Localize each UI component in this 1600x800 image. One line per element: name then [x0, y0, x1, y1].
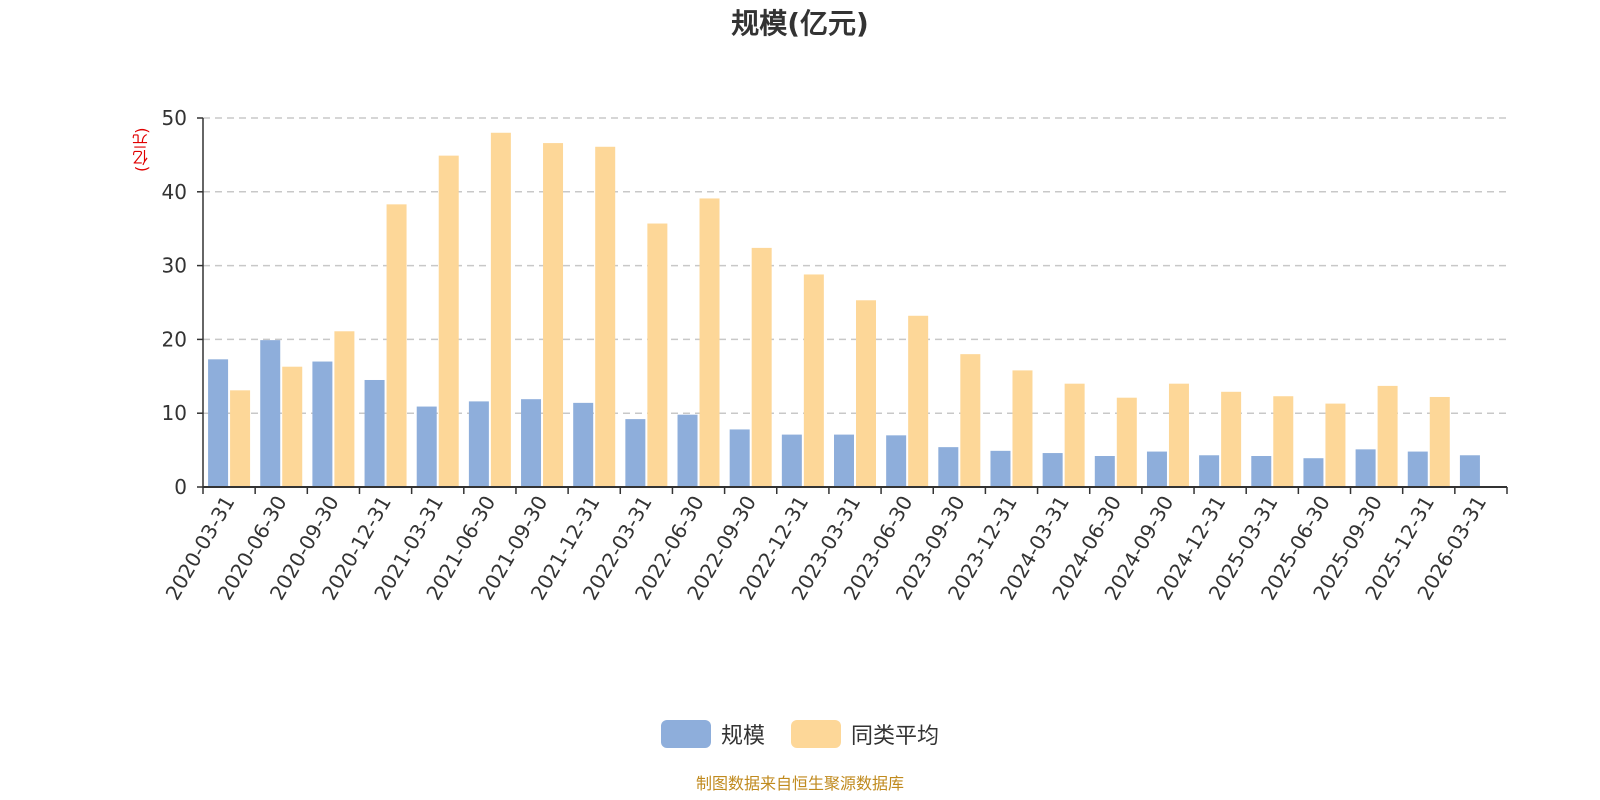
bar-scale[interactable] — [208, 359, 229, 487]
bar-peer-average[interactable] — [751, 247, 772, 487]
bar-scale[interactable] — [521, 399, 542, 487]
bar-scale[interactable] — [573, 402, 594, 487]
bar-scale[interactable] — [1146, 451, 1167, 487]
axes — [197, 117, 1508, 494]
bar-peer-average[interactable] — [543, 143, 564, 488]
bar-scale[interactable] — [729, 429, 750, 487]
bar-peer-average[interactable] — [595, 146, 616, 488]
y-tick-label: 40 — [162, 180, 187, 204]
bar-peer-average[interactable] — [438, 155, 459, 487]
y-tick-label: 10 — [162, 401, 187, 425]
bar-peer-average[interactable] — [647, 223, 668, 487]
bar-scale[interactable] — [1459, 455, 1480, 487]
legend: 规模 同类平均 — [0, 718, 1600, 750]
bar-peer-average[interactable] — [803, 274, 824, 487]
legend-label-peer-average: 同类平均 — [851, 724, 940, 749]
bar-scale[interactable] — [1355, 449, 1376, 487]
bars — [208, 132, 1480, 488]
y-tick-label: 20 — [162, 327, 187, 351]
data-source-note: 制图数据来自恒生聚源数据库 — [695, 774, 904, 793]
bar-scale[interactable] — [1094, 456, 1115, 487]
bar-peer-average[interactable] — [908, 315, 929, 487]
bar-peer-average[interactable] — [230, 390, 251, 487]
bar-scale[interactable] — [834, 434, 854, 487]
bar-peer-average[interactable] — [1429, 396, 1450, 487]
bar-scale[interactable] — [468, 401, 489, 487]
legend-item-scale[interactable]: 规模 — [660, 718, 765, 750]
bar-peer-average[interactable] — [490, 132, 511, 487]
bar-peer-average[interactable] — [1012, 370, 1033, 487]
bar-scale[interactable] — [260, 340, 281, 487]
bar-peer-average[interactable] — [960, 354, 981, 487]
bar-peer-average[interactable] — [1325, 403, 1346, 487]
bar-scale[interactable] — [886, 435, 907, 487]
bar-peer-average[interactable] — [1273, 396, 1294, 487]
bar-scale[interactable] — [312, 361, 333, 487]
bar-scale[interactable] — [364, 379, 385, 487]
bar-peer-average[interactable] — [334, 331, 355, 487]
bar-scale[interactable] — [938, 447, 959, 487]
bar-scale[interactable] — [1303, 458, 1324, 487]
bar-scale[interactable] — [781, 434, 802, 487]
bar-peer-average[interactable] — [1168, 383, 1189, 487]
bar-peer-average[interactable] — [1064, 383, 1085, 487]
legend-swatch-scale — [660, 720, 711, 748]
legend-label-scale: 规模 — [720, 724, 765, 749]
bar-scale[interactable] — [1251, 456, 1272, 487]
y-tick-label: 0 — [174, 475, 187, 499]
bar-peer-average[interactable] — [699, 198, 720, 487]
legend-item-peer-average[interactable]: 同类平均 — [791, 718, 939, 750]
bar-peer-average[interactable] — [1221, 391, 1242, 487]
bar-scale[interactable] — [1199, 455, 1220, 487]
chart-title: 规模(亿元) — [731, 7, 869, 40]
bar-chart-svg: 0 10 20 30 40 50 2020-03-312020-06-302020-09-… — [161, 106, 1508, 604]
y-tick-label: 30 — [162, 254, 187, 278]
y-tick-label: 50 — [162, 106, 187, 130]
bar-scale[interactable] — [990, 450, 1011, 487]
bar-peer-average[interactable] — [856, 300, 876, 487]
bar-peer-average[interactable] — [1116, 397, 1137, 487]
bar-peer-average[interactable] — [386, 204, 407, 487]
bar-scale[interactable] — [416, 406, 437, 487]
x-tick-labels: 2020-03-312020-06-302020-09-302020-12-31… — [161, 491, 1492, 604]
bar-scale[interactable] — [625, 419, 646, 487]
bar-peer-average[interactable] — [1377, 385, 1398, 487]
bar-peer-average[interactable] — [282, 366, 303, 487]
legend-swatch-peer-average — [791, 720, 841, 748]
y-tick-labels: 0 10 20 30 40 50 — [162, 106, 187, 499]
bar-scale[interactable] — [677, 414, 698, 487]
bar-scale[interactable] — [1042, 453, 1063, 487]
bar-scale[interactable] — [1407, 451, 1428, 487]
